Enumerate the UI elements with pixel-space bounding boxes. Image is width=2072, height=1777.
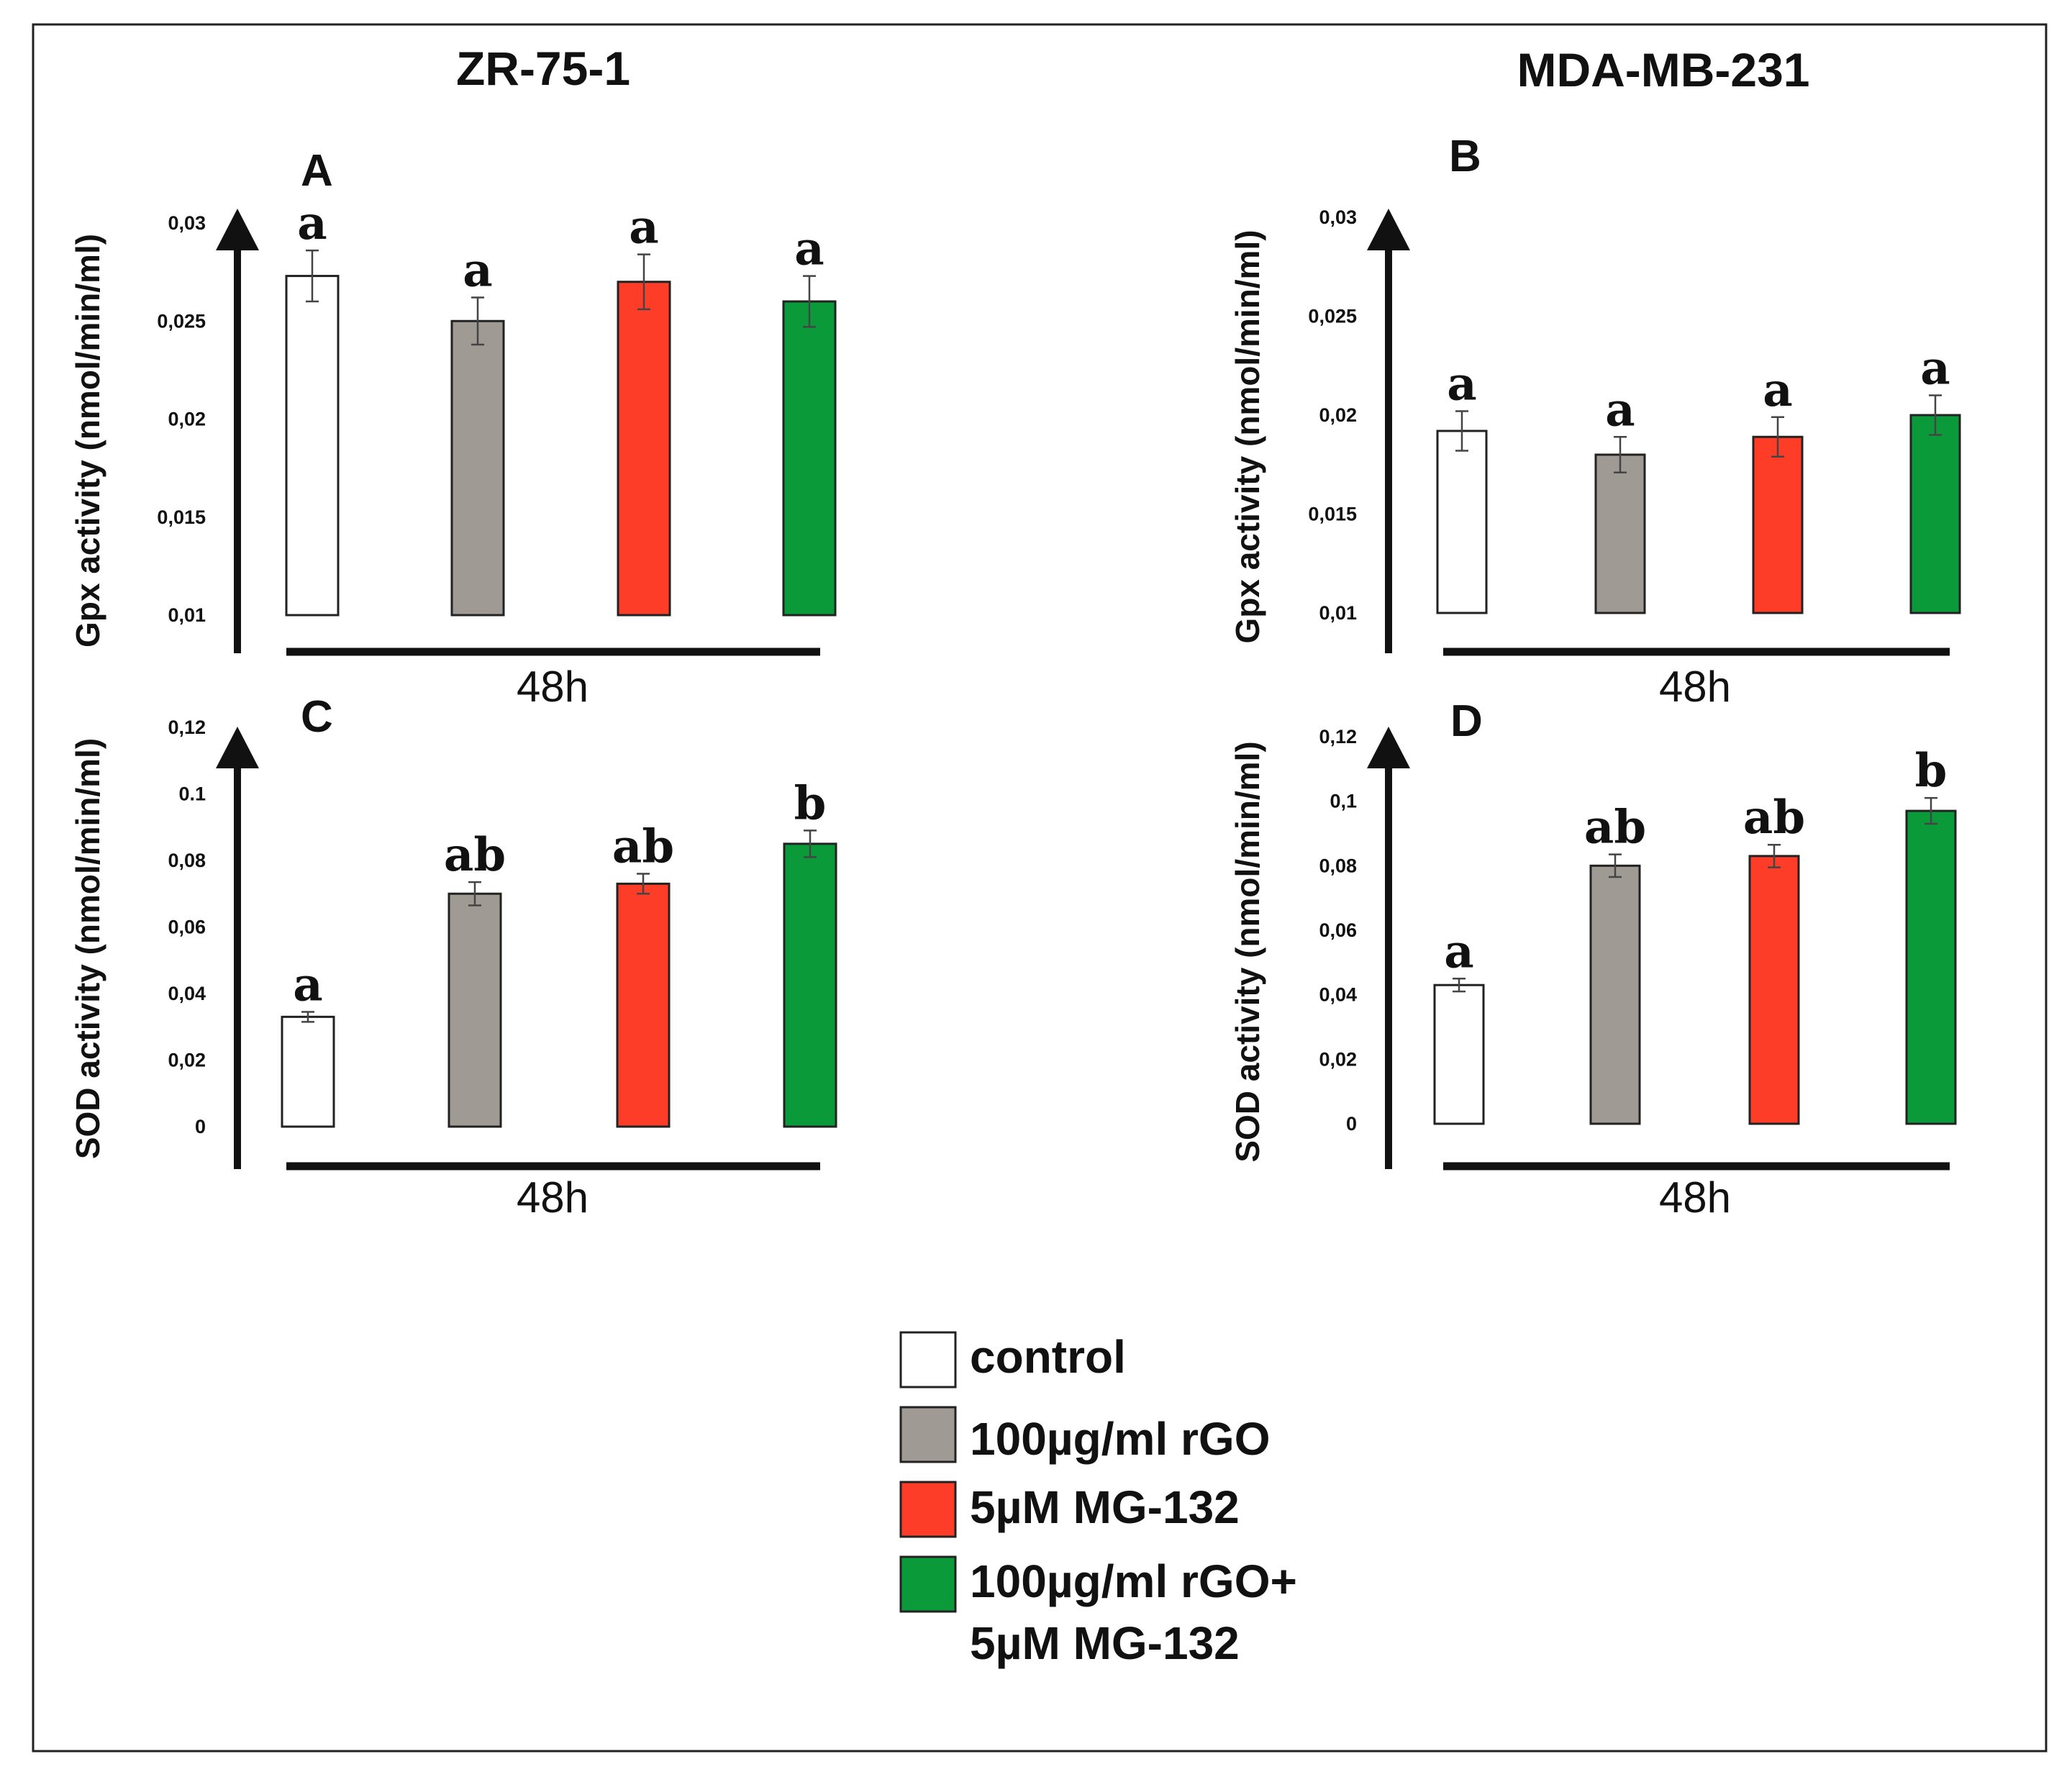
y-tick-label: 0,12 — [168, 717, 206, 738]
y-tick-label: 0,01 — [1319, 602, 1357, 624]
significance-label: a — [629, 201, 658, 255]
legend-label-combo: 100µg/ml rGO+ — [970, 1555, 1297, 1607]
y-tick-label: 0,025 — [157, 310, 206, 332]
legend-label-control: control — [970, 1331, 1126, 1383]
y-tick-label: 0,1 — [1330, 791, 1357, 812]
x-axis-label: 48h — [517, 1173, 589, 1222]
y-tick-label: 0,04 — [1319, 984, 1357, 1006]
panel-letter: A — [301, 146, 333, 196]
legend-swatch-combo — [899, 1555, 957, 1613]
legend-label-combo: 5µM MG-132 — [970, 1617, 1240, 1669]
bar — [450, 319, 505, 617]
significance-label: ab — [612, 820, 674, 874]
y-tick-label: 0,03 — [1319, 206, 1357, 228]
bar — [783, 842, 837, 1128]
y-tick-label: 0,01 — [168, 604, 206, 626]
x-axis-label: 48h — [517, 663, 589, 711]
significance-label: ab — [1743, 791, 1805, 845]
y-tick-label: 0,015 — [157, 506, 206, 528]
significance-label: ab — [444, 828, 506, 882]
y-tick-label: 0.1 — [178, 783, 206, 805]
bar — [782, 300, 837, 617]
bar — [1433, 983, 1485, 1125]
y-axis-arrow-icon — [216, 209, 259, 250]
significance-label: ab — [1584, 801, 1646, 855]
y-axis-title: SOD activity (nmol/min/ml) — [1229, 741, 1266, 1162]
panel-d-chart: D 0 0,02 0,04 0,06 0,08 0,1 0,12 SOD activity (n… — [1229, 696, 1957, 1222]
y-tick-label: 0,12 — [1319, 726, 1357, 747]
y-tick-label: 0,025 — [1308, 306, 1357, 327]
legend-swatch-mg132 — [899, 1481, 957, 1538]
y-tick-label: 0 — [1346, 1113, 1357, 1135]
y-tick-label: 0,06 — [168, 917, 206, 938]
bar — [1909, 414, 1961, 614]
bar — [1436, 430, 1488, 614]
y-tick-label: 0,02 — [168, 409, 206, 430]
y-tick-label: 0,015 — [1308, 504, 1357, 525]
significance-label: a — [1447, 358, 1476, 412]
panel-letter: B — [1449, 132, 1481, 181]
legend-swatch-rgo — [899, 1406, 957, 1463]
y-tick-label: 0,04 — [168, 983, 206, 1004]
y-tick-label: 0,08 — [168, 850, 206, 871]
y-tick-label: 0,03 — [168, 212, 206, 234]
panel-letter: D — [1450, 696, 1483, 746]
y-axis-arrow-icon — [1367, 209, 1410, 250]
y-tick-label: 0,06 — [1319, 919, 1357, 941]
bar — [1589, 864, 1641, 1125]
bar — [617, 281, 671, 617]
y-axis-arrow-icon — [216, 727, 259, 768]
bar — [1594, 453, 1646, 614]
y-axis-title: Gpx activity (nmol/min/ml) — [69, 234, 106, 647]
panel-letter: C — [301, 692, 333, 742]
y-tick-label: 0,02 — [168, 1050, 206, 1071]
significance-label: a — [1763, 363, 1792, 417]
x-axis-label: 48h — [1659, 663, 1731, 711]
bar — [447, 892, 502, 1128]
bar — [281, 1015, 335, 1128]
legend: control 100µg/ml rGO 5µM MG-132 100µg/ml rG… — [899, 1331, 1297, 1669]
significance-label: a — [293, 958, 322, 1012]
significance-label: a — [1605, 383, 1635, 437]
significance-label: b — [794, 776, 827, 830]
bar — [1752, 435, 1804, 614]
bar — [1748, 855, 1800, 1125]
y-axis-arrow-icon — [1367, 727, 1410, 768]
title-left: ZR-75-1 — [456, 42, 630, 95]
bar — [616, 882, 671, 1128]
bar — [285, 275, 340, 617]
title-right: MDA-MB-231 — [1517, 43, 1809, 96]
figure-border — [32, 23, 2048, 1753]
panel-a-chart: A 0,01 0,015 0,02 0,025 0,03 Gpx activity (nmo… — [69, 146, 837, 711]
y-axis-title: Gpx activity (nmol/min/ml) — [1229, 229, 1266, 643]
significance-label: a — [297, 196, 327, 250]
y-tick-label: 0,02 — [1319, 404, 1357, 426]
y-tick-label: 0,08 — [1319, 855, 1357, 876]
x-axis-label: 48h — [1659, 1173, 1731, 1222]
y-tick-label: 0 — [195, 1116, 206, 1137]
significance-label: b — [1915, 744, 1948, 798]
significance-label: a — [794, 222, 824, 276]
significance-label: a — [1444, 924, 1473, 978]
legend-label-mg132: 5µM MG-132 — [970, 1481, 1240, 1533]
legend-swatch-control — [899, 1331, 957, 1389]
significance-label: a — [463, 244, 492, 298]
panel-c-chart: C 0 0,02 0,04 0,06 0,08 0.1 0,12 SOD activity (n… — [69, 692, 837, 1222]
significance-label: a — [1920, 342, 1950, 396]
bar — [1905, 809, 1957, 1125]
y-axis-title: SOD activity (nmol/min/ml) — [69, 738, 106, 1159]
legend-label-rgo: 100µg/ml rGO — [970, 1413, 1270, 1465]
panel-b-chart: B 0,01 0,015 0,02 0,025 0,03 Gpx activity (nmo… — [1229, 132, 1961, 711]
y-tick-label: 0,02 — [1319, 1048, 1357, 1070]
